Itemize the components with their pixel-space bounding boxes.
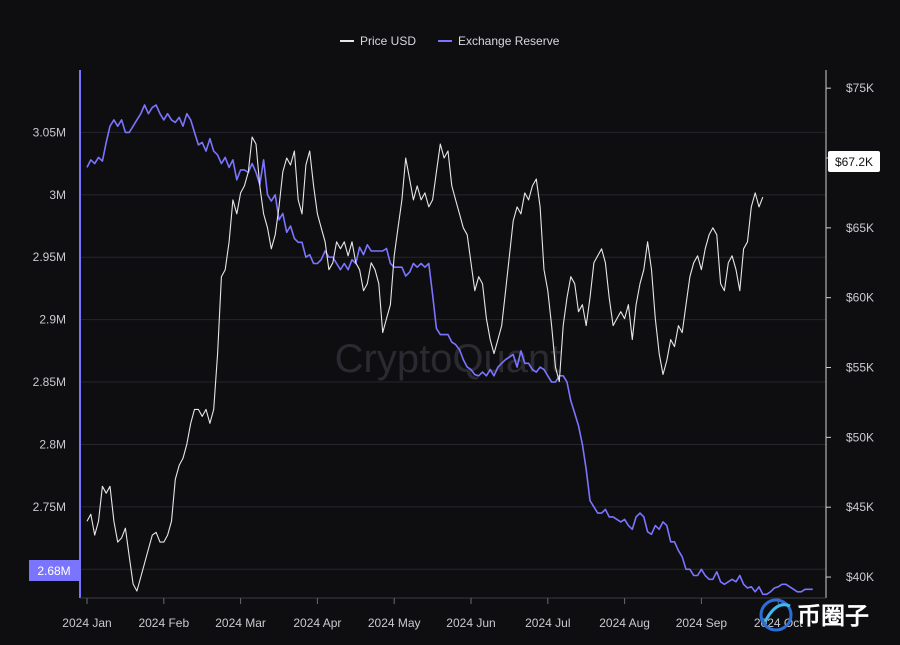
right-tick-label: $40K [846,570,874,584]
right-tick-label: $55K [846,361,874,375]
legend-label-reserve: Exchange Reserve [458,34,560,48]
x-tick-label: 2024 Apr [293,616,341,630]
brand-name: 币圈子 [797,602,869,630]
x-axis-ticks: 2024 Jan 2024 Feb 2024 Mar 2024 Apr 2024 May… [62,598,803,630]
right-tick-label: $45K [846,500,874,514]
brand-logo-icon [759,598,793,632]
left-tick-label: 2.9M [39,313,66,327]
left-tick-label: 2.8M [39,437,66,451]
x-tick-label: 2024 Sep [676,616,728,630]
legend-label-price: Price USD [360,34,416,48]
right-tick-label: $75K [846,81,874,95]
x-tick-label: 2024 Mar [215,616,266,630]
right-tick-label: $60K [846,291,874,305]
current-reserve-badge: 2.68M [29,560,80,581]
series-line-exchange-reserve [86,104,813,596]
x-tick-label: 2024 Jul [525,616,570,630]
legend[interactable]: Price USD Exchange Reserve [340,34,560,48]
x-tick-label: 2024 Jan [62,616,111,630]
legend-item-price[interactable]: Price USD [340,34,416,48]
series-layer [86,104,813,596]
brand-logo-swoosh [763,603,791,623]
current-reserve-badge-bg [29,560,80,581]
left-tick-label: 3M [49,188,66,202]
left-tick-label: 2.75M [33,500,66,514]
x-tick-label: 2024 Aug [599,616,650,630]
left-tick-label: 2.85M [33,375,66,389]
current-price-value: $67.2K [835,155,873,169]
x-tick-label: 2024 Feb [138,616,189,630]
current-price-badge: $67.2K [828,151,880,172]
watermark: CryptoQuant [335,337,562,381]
x-tick-label: 2024 Jun [446,616,495,630]
x-tick-label: 2024 May [368,616,421,630]
grid-lines [80,131,826,570]
left-tick-label: 3.05M [33,125,66,139]
right-tick-label: $50K [846,430,874,444]
brand-logo: 币圈子 [759,598,869,632]
current-price-badge-bg [828,151,880,172]
current-reserve-value: 2.68M [37,564,70,578]
left-tick-label: 2.95M [33,250,66,264]
series-line-price-usd [86,136,764,592]
legend-item-reserve[interactable]: Exchange Reserve [438,34,560,48]
right-tick-label: $65K [846,221,874,235]
